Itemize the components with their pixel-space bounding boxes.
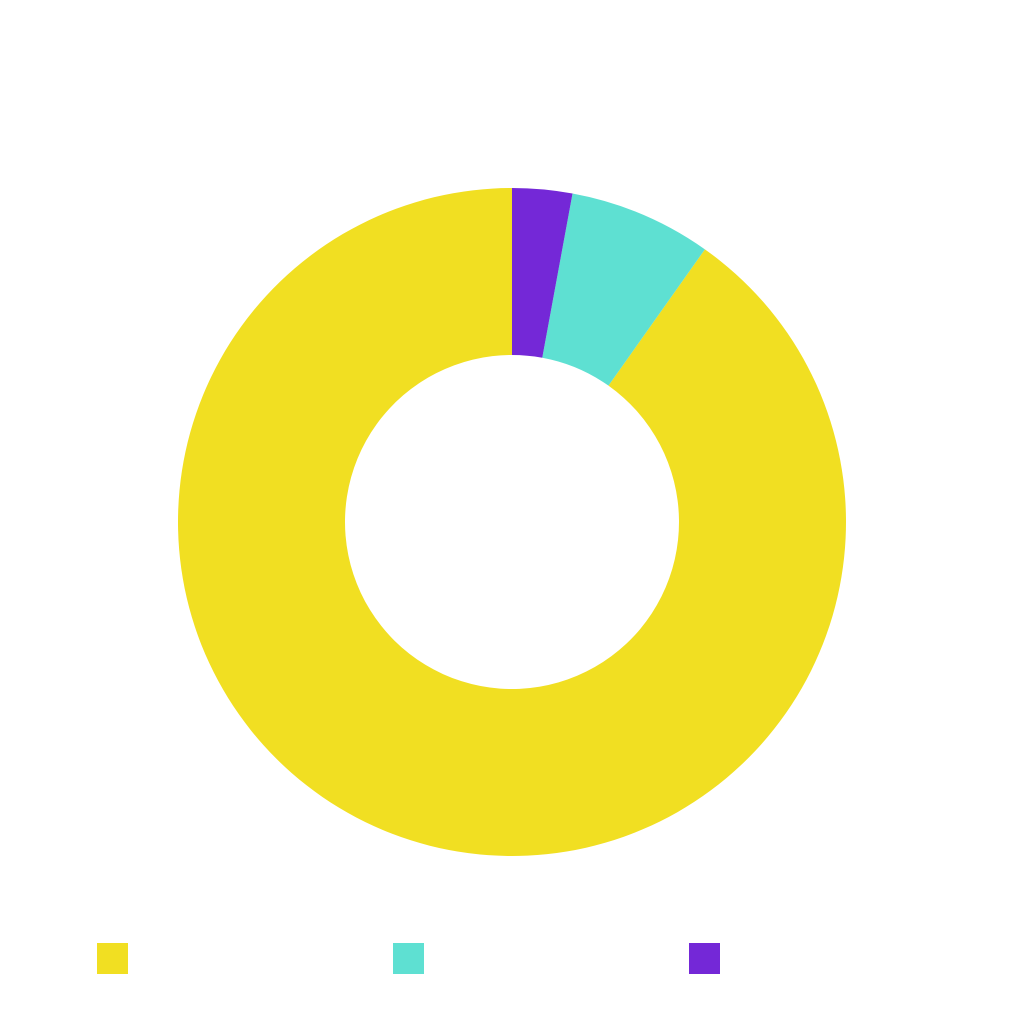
donut-slice-2[interactable] <box>542 193 705 386</box>
donut-slice-1[interactable] <box>178 188 846 857</box>
legend-swatch-1 <box>97 942 128 974</box>
donut-slices <box>178 188 846 857</box>
donut-slice-3[interactable] <box>512 188 573 358</box>
legend-item-3[interactable] <box>689 942 730 974</box>
legend-swatch-2 <box>393 942 424 974</box>
legend-item-1[interactable] <box>97 942 138 974</box>
legend-swatch-3 <box>689 942 720 974</box>
legend-item-2[interactable] <box>393 942 434 974</box>
legend <box>0 942 1024 974</box>
